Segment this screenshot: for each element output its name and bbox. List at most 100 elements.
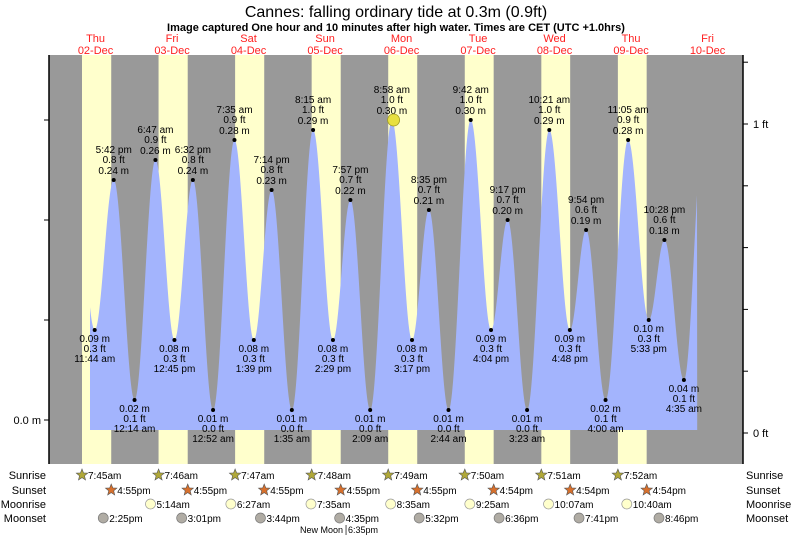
tide-ft-label: 0.7 ft	[339, 175, 361, 186]
tide-ft-label: 0.7 ft	[418, 185, 440, 196]
sunset-time: 4:55pm	[270, 486, 303, 497]
tide-time-label: 9:54 pm	[568, 195, 604, 206]
tide-ft-label: 0.1 ft	[673, 394, 695, 405]
tide-ft-label: 0.0 ft	[516, 424, 538, 435]
sunrise-star-icon	[534, 468, 548, 481]
tide-point	[348, 198, 353, 202]
tide-time-label: 3:17 pm	[394, 364, 430, 375]
moonset-time: 6:36pm	[505, 514, 538, 525]
sunrise-star-icon	[458, 468, 472, 481]
date-label: 05-Dec	[307, 45, 343, 57]
tide-ft-label: 0.1 ft	[123, 414, 145, 425]
sunset-row-label: Sunset	[12, 485, 46, 497]
tide-time-label: 2:29 pm	[315, 364, 351, 375]
tide-m-label: 0.08 m	[239, 344, 270, 355]
tide-m-label: 0.20 m	[492, 206, 523, 217]
tide-point	[525, 408, 530, 412]
sunrise-time: 7:52am	[624, 471, 657, 482]
tide-m-label: 0.01 m	[512, 414, 543, 425]
tide-ft-label: 0.6 ft	[575, 205, 597, 216]
moonset-time: 2:25pm	[109, 514, 142, 525]
sunrise-time: 7:50am	[471, 471, 504, 482]
tide-point	[468, 118, 473, 122]
day-of-week-label: Sat	[240, 33, 257, 45]
tide-time-label: 7:14 pm	[254, 155, 290, 166]
tide-ft-label: 0.0 ft	[359, 424, 381, 435]
tide-m-label: 0.09 m	[555, 334, 586, 345]
tide-point	[190, 178, 195, 182]
day-of-week-label: Thu	[86, 33, 105, 45]
tide-ft-label: 0.3 ft	[243, 354, 265, 365]
sunset-row-label-right: Sunset	[746, 485, 780, 497]
tide-time-label: 8:15 am	[295, 95, 331, 106]
date-label: 10-Dec	[690, 45, 726, 57]
labels-layer: Thu02-DecFri03-DecSat04-DecSun05-DecMon0…	[1, 33, 791, 535]
moonset-time: 5:32pm	[425, 514, 458, 525]
moonset-time: 3:01pm	[188, 514, 221, 525]
day-of-week-label: Mon	[391, 33, 412, 45]
tide-point	[567, 328, 572, 332]
moonrise-icon	[464, 498, 476, 510]
tide-time-label: 12:52 am	[192, 434, 234, 445]
tide-ft-label: 1.0 ft	[381, 95, 403, 106]
tide-point	[489, 328, 494, 332]
moonrise-time: 8:35am	[397, 500, 430, 511]
plot-area	[44, 55, 748, 464]
sunset-star-icon	[257, 483, 271, 496]
current-tide-marker	[387, 113, 401, 127]
tide-ft-label: 0.8 ft	[260, 165, 282, 176]
tide-ft-label: 0.9 ft	[617, 115, 639, 126]
tide-point	[681, 378, 686, 382]
sunrise-row-label: Sunrise	[9, 470, 46, 482]
tide-time-label: 4:04 pm	[473, 354, 509, 365]
day-of-week-label: Tue	[469, 33, 488, 45]
tide-m-label: 0.10 m	[633, 324, 664, 335]
tide-ft-label: 0.3 ft	[480, 344, 502, 355]
moon-phase-label: New Moon	[300, 525, 343, 535]
tide-m-label: 0.28 m	[613, 126, 644, 137]
sunrise-time: 7:48am	[318, 471, 351, 482]
tide-point	[153, 158, 158, 162]
tide-m-label: 0.04 m	[669, 384, 700, 395]
tide-point	[446, 408, 451, 412]
tide-ft-label: 0.3 ft	[322, 354, 344, 365]
moonrise-icon	[225, 498, 237, 510]
tide-point	[330, 338, 335, 342]
tide-ft-label: 1.0 ft	[302, 105, 324, 116]
sunrise-time: 7:49am	[394, 471, 427, 482]
sunrise-star-icon	[152, 468, 166, 481]
tide-point	[505, 218, 510, 222]
sunrise-star-icon	[381, 468, 395, 481]
date-label: 04-Dec	[231, 45, 267, 57]
tide-time-label: 2:44 am	[430, 434, 466, 445]
moonset-time: 7:41pm	[585, 514, 618, 525]
sunrise-time: 7:45am	[88, 471, 121, 482]
moonrise-icon	[621, 498, 633, 510]
tide-ft-label: 0.3 ft	[84, 344, 106, 355]
sunrise-star-icon	[611, 468, 625, 481]
tide-ft-label: 0.3 ft	[401, 354, 423, 365]
sunset-star-icon	[487, 483, 501, 496]
date-label: 09-Dec	[613, 45, 649, 57]
tide-time-label: 9:42 am	[453, 85, 489, 96]
moonset-icon	[97, 512, 109, 524]
chart-title: Cannes: falling ordinary tide at 0.3m (0…	[245, 4, 547, 21]
tide-ft-label: 0.6 ft	[653, 215, 675, 226]
tide-time-label: 2:09 am	[352, 434, 388, 445]
tide-time-label: 12:45 pm	[154, 364, 196, 375]
date-label: 08-Dec	[537, 45, 573, 57]
tide-point	[211, 408, 216, 412]
sunrise-time: 7:47am	[241, 471, 274, 482]
sunrise-row-label-right: Sunrise	[746, 470, 783, 482]
tide-point	[92, 328, 97, 332]
tide-time-label: 10:21 am	[528, 95, 570, 106]
tide-m-label: 0.01 m	[433, 414, 464, 425]
sunset-star-icon	[334, 483, 348, 496]
tide-m-label: 0.19 m	[571, 216, 602, 227]
tide-m-label: 0.01 m	[355, 414, 386, 425]
date-label: 02-Dec	[78, 45, 114, 57]
sunset-time: 4:55pm	[117, 486, 150, 497]
tide-m-label: 0.02 m	[119, 404, 150, 415]
tide-m-label: 0.30 m	[455, 106, 486, 117]
